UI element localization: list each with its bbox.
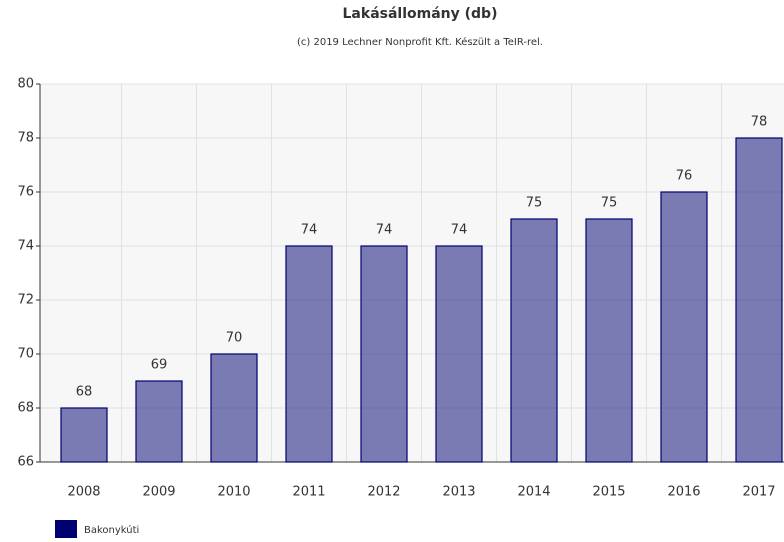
data-label: 74	[451, 223, 468, 238]
bar	[660, 191, 708, 463]
x-tick-label: 2011	[292, 485, 325, 500]
bar	[285, 245, 333, 463]
x-tick-label: 2012	[367, 485, 400, 500]
bar	[510, 218, 558, 463]
data-label: 74	[301, 223, 318, 238]
x-tick-label: 2015	[592, 485, 625, 500]
x-tick-label: 2010	[217, 485, 250, 500]
x-tick-label: 2008	[67, 485, 100, 500]
y-tick-label: 80	[17, 77, 34, 92]
bar	[735, 137, 783, 463]
data-label: 76	[676, 169, 693, 184]
bar	[360, 245, 408, 463]
data-label: 69	[151, 358, 168, 373]
data-label: 70	[226, 331, 243, 346]
x-tick-label: 2013	[442, 485, 475, 500]
data-label: 78	[751, 115, 768, 130]
data-label: 75	[526, 196, 543, 211]
y-tick-label: 78	[17, 131, 34, 146]
bar	[210, 353, 258, 463]
data-label: 68	[76, 385, 93, 400]
x-tick-label: 2017	[742, 485, 775, 500]
x-tick-label: 2009	[142, 485, 175, 500]
chart-title: Lakásállomány (db)	[343, 6, 498, 22]
bar	[60, 407, 108, 463]
bar	[435, 245, 483, 463]
y-tick-label: 66	[17, 455, 34, 470]
legend-label: Bakonykúti	[84, 524, 139, 536]
chart-subtitle: (c) 2019 Lechner Nonprofit Kft. Készült …	[297, 36, 543, 48]
y-tick-label: 70	[17, 347, 34, 362]
data-label: 75	[601, 196, 618, 211]
bar	[585, 218, 633, 463]
y-tick-label: 68	[17, 401, 34, 416]
legend-swatch	[55, 520, 77, 538]
x-tick-label: 2016	[667, 485, 700, 500]
bar	[135, 380, 183, 463]
y-tick-label: 74	[17, 239, 34, 254]
x-tick-label: 2014	[517, 485, 550, 500]
y-tick-label: 72	[17, 293, 34, 308]
data-label: 74	[376, 223, 393, 238]
y-tick-label: 76	[17, 185, 34, 200]
